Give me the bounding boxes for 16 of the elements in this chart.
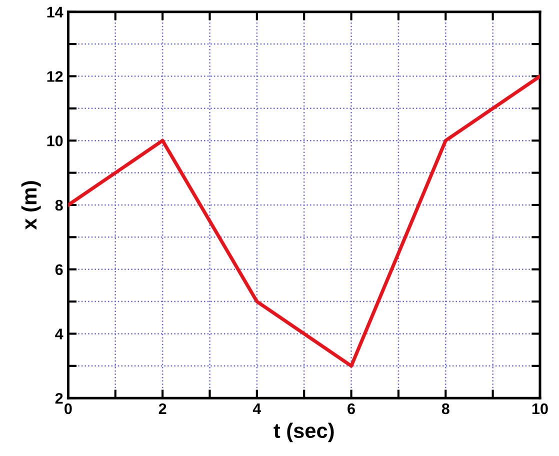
x-tick-label: 6 [348, 403, 355, 414]
x-tick-label: 2 [158, 403, 166, 414]
x-tick-label: 8 [442, 403, 450, 414]
y-tick-label: 8 [55, 200, 63, 211]
x-tick-label: 0 [64, 403, 72, 414]
y-tick-label: 14 [47, 6, 64, 18]
y-tick-label: 6 [55, 264, 63, 276]
y-tick-label: 12 [47, 71, 63, 82]
y-tick-label: 10 [47, 135, 63, 146]
line-series [68, 74, 540, 368]
y-tick-label: 4 [55, 328, 64, 340]
x-tick-label: 4 [252, 404, 262, 414]
y-axis-title: x (m) [21, 181, 41, 230]
x-axis-title: t (sec) [274, 422, 334, 442]
y-tick-label: 2 [55, 392, 63, 404]
x-tick-label: 10 [532, 403, 548, 414]
